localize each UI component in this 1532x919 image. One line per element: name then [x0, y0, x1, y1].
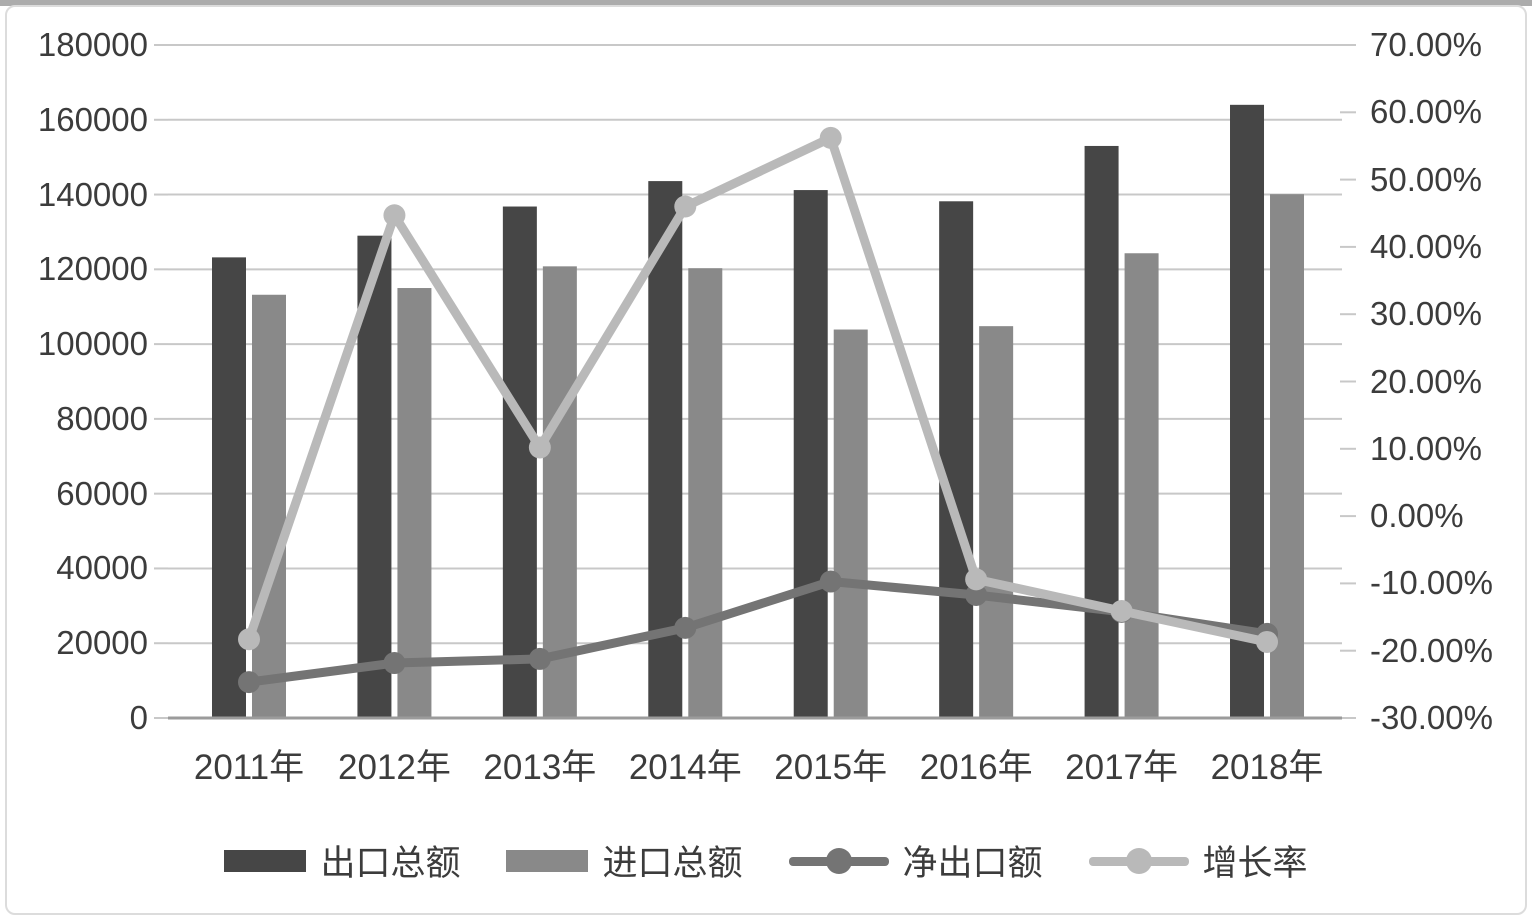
window-top-edge — [0, 0, 1532, 6]
right-axis-tick-label: -10.00% — [1370, 564, 1493, 602]
legend-item-exports: 出口总额 — [224, 835, 460, 886]
x-axis-label-2013年: 2013年 — [483, 748, 597, 787]
legend-label-exports: 出口总额 — [320, 844, 461, 883]
bar-exports-2011年 — [212, 257, 246, 718]
right-axis-tick-label: -30.00% — [1370, 699, 1493, 736]
marker-growth-rate-2011年 — [238, 628, 260, 651]
bar-swatch-exports-icon — [224, 849, 307, 872]
marker-growth-rate-2018年 — [1256, 630, 1279, 653]
line-growth-rate — [244, 133, 1272, 647]
right-axis-tick-label: 0.00% — [1370, 497, 1464, 535]
marker-growth-rate-2017年 — [1110, 599, 1133, 622]
right-axis-tick-label: 60.00% — [1370, 93, 1482, 131]
bar-exports-2018年 — [1230, 104, 1265, 719]
right-axis-tick-label: 70.00% — [1370, 26, 1482, 63]
left-axis-tick-label: 140000 — [37, 175, 148, 213]
right-axis-tick-label: 20.00% — [1370, 362, 1482, 400]
marker-growth-rate-2016年 — [965, 568, 988, 591]
bar-imports-2013年 — [542, 266, 577, 718]
bar-imports-2017年 — [1124, 253, 1159, 718]
bar-imports-2014年 — [688, 268, 723, 718]
marker-net-exports-2016年 — [965, 583, 988, 606]
legend: 出口总额 进口总额 净出口额 增长率 — [0, 835, 1532, 886]
bar-imports-2011年 — [252, 294, 286, 718]
legend-label-growth-rate: 增长率 — [1202, 844, 1308, 883]
marker-net-exports-2011年 — [238, 671, 260, 694]
bar-imports-2012年 — [397, 288, 432, 718]
left-axis-tick-label: 0 — [129, 699, 148, 736]
x-axis-label-2011年: 2011年 — [193, 748, 305, 787]
left-axis-tick-label: 160000 — [37, 100, 148, 138]
marker-net-exports-2012年 — [383, 652, 406, 675]
x-axis-label-2017年: 2017年 — [1065, 748, 1179, 787]
bar-exports-2016年 — [939, 201, 974, 719]
marker-net-exports-2013年 — [528, 647, 551, 670]
left-axis-tick-label: 20000 — [56, 624, 148, 662]
left-axis-tick-label: 180000 — [37, 26, 148, 63]
x-axis-label-2012年: 2012年 — [337, 748, 451, 787]
right-axis-tick-label: 50.00% — [1370, 160, 1482, 198]
marker-growth-rate-2012年 — [383, 204, 406, 227]
right-axis-tick-label: -20.00% — [1370, 631, 1493, 669]
left-axis-tick-label: 60000 — [56, 474, 148, 512]
marker-growth-rate-2014年 — [674, 195, 697, 218]
marker-net-exports-2015年 — [819, 570, 842, 593]
bar-exports-2013年 — [502, 206, 537, 718]
right-axis-tick-label: 10.00% — [1370, 429, 1482, 467]
bar-exports-2015年 — [793, 190, 828, 718]
right-axis-tick-label: 30.00% — [1370, 295, 1482, 333]
left-axis-tick-label: 120000 — [37, 250, 148, 288]
bar-swatch-imports-icon — [506, 849, 589, 872]
left-axis-tick-label: 80000 — [56, 399, 148, 437]
marker-growth-rate-2015年 — [819, 126, 842, 149]
line-marker-swatch-net-exports-icon — [788, 847, 889, 874]
legend-item-imports: 进口总额 — [506, 835, 743, 886]
left-axis-tick-label: 40000 — [56, 549, 148, 587]
right-axis-tick-label: 40.00% — [1370, 227, 1482, 265]
x-axis-label-2015年: 2015年 — [774, 748, 888, 787]
marker-growth-rate-2013年 — [528, 436, 551, 459]
left-axis-tick-label: 100000 — [37, 325, 148, 363]
legend-label-imports: 进口总额 — [602, 844, 743, 883]
bar-imports-2015年 — [833, 329, 868, 718]
bar-imports-2016年 — [979, 326, 1014, 718]
x-axis-label-2018年: 2018年 — [1210, 748, 1324, 787]
marker-net-exports-2014年 — [674, 616, 697, 639]
line-marker-swatch-growth-rate-icon — [1088, 847, 1189, 874]
x-axis-label-2014年: 2014年 — [628, 748, 742, 787]
x-axis-label-2016年: 2016年 — [919, 748, 1033, 787]
legend-item-net-exports: 净出口额 — [788, 835, 1043, 886]
legend-label-net-exports: 净出口额 — [902, 844, 1043, 883]
legend-item-growth-rate: 增长率 — [1088, 835, 1308, 886]
bar-exports-2017年 — [1084, 145, 1119, 718]
